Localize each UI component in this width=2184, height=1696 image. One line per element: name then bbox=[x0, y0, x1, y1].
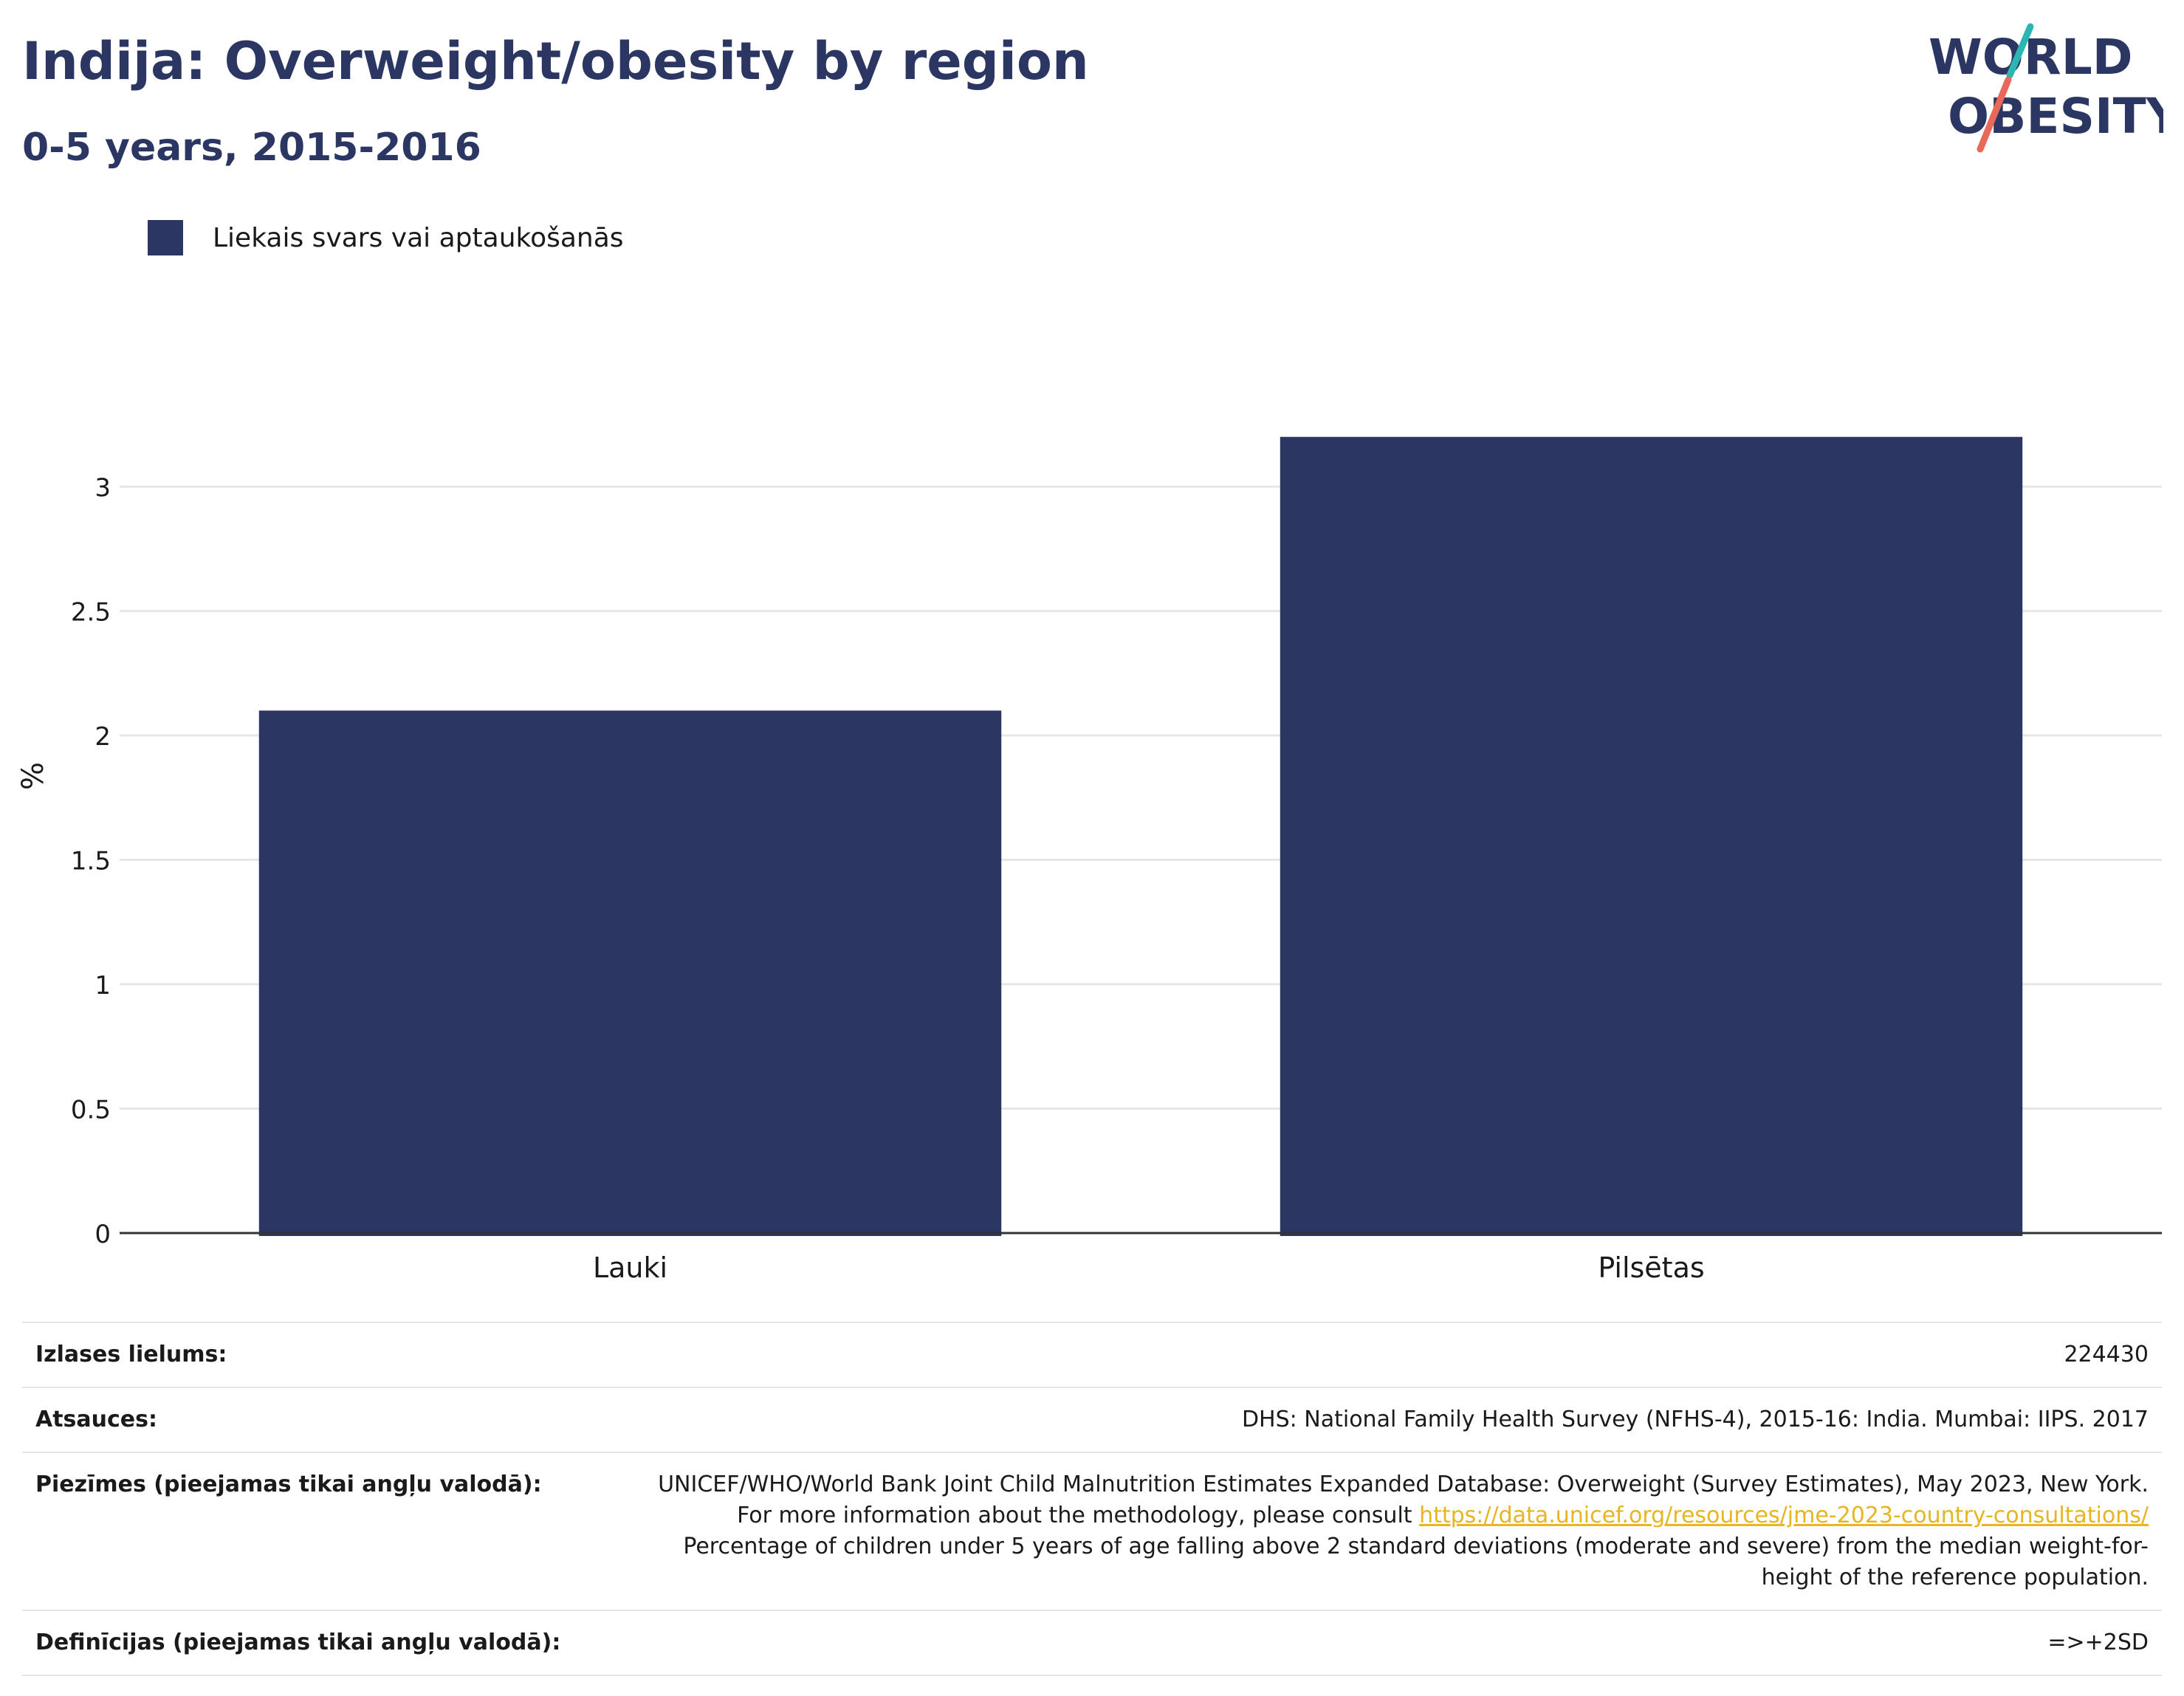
y-tick-labels: 0 0.5 1 1.5 2 2.5 3 bbox=[71, 473, 111, 1249]
bar-lauki bbox=[258, 710, 1002, 1236]
x-tick-label: Lauki bbox=[593, 1252, 667, 1284]
legend-swatch bbox=[148, 220, 183, 255]
chart-title: Indija: Overweight/obesity by region bbox=[22, 31, 1089, 92]
x-tick-label: Pilsētas bbox=[1598, 1252, 1704, 1284]
y-tick-label: 1.5 bbox=[71, 847, 111, 876]
sources-value: DHS: National Family Health Survey (NFHS… bbox=[1241, 1407, 2149, 1432]
info-row-definitions: Definīcijas (pieejamas tikai angļu valod… bbox=[22, 1610, 2162, 1675]
info-table: Izlases lielums: 224430 Atsauces: DHS: N… bbox=[22, 1322, 2162, 1676]
bar-pilsētas bbox=[1280, 436, 2023, 1236]
info-row-sample-size: Izlases lielums: 224430 bbox=[22, 1322, 2162, 1387]
notes-value: UNICEF/WHO/World Bank Joint Child Malnut… bbox=[610, 1452, 2162, 1610]
y-tick-label: 2 bbox=[95, 722, 111, 752]
definitions-label: Definīcijas (pieejamas tikai angļu valod… bbox=[35, 1630, 561, 1655]
logo-line1: WORLD bbox=[1929, 29, 2133, 86]
y-tick-label: 1 bbox=[95, 971, 111, 1000]
y-tick-label: 0 bbox=[95, 1220, 111, 1249]
bar-chart: 0 0.5 1 1.5 2 2.5 3 Lauki Pilsētas bbox=[71, 436, 2162, 1284]
notes-text-2: Percentage of children under 5 years of … bbox=[683, 1534, 2149, 1590]
logo-slash-teal bbox=[2006, 23, 2034, 79]
definitions-value: =>+2SD bbox=[2047, 1630, 2149, 1655]
legend: Liekais svars vai aptaukošanās bbox=[148, 220, 624, 255]
logo-line2: OBESITY bbox=[1948, 88, 2163, 145]
logo-slash-coral bbox=[1977, 76, 2012, 153]
sample-size-label: Izlases lielums: bbox=[35, 1342, 227, 1367]
y-tick-label: 2.5 bbox=[71, 598, 111, 628]
world-obesity-logo: WORLD OBESITY bbox=[1929, 23, 2163, 153]
bars bbox=[258, 436, 2023, 1236]
sources-label: Atsauces: bbox=[35, 1407, 157, 1432]
notes-link[interactable]: https://data.unicef.org/resources/jme-20… bbox=[1419, 1503, 2149, 1528]
sample-size-value: 224430 bbox=[2064, 1342, 2149, 1367]
legend-label: Liekais svars vai aptaukošanās bbox=[213, 222, 624, 253]
y-tick-label: 0.5 bbox=[71, 1096, 111, 1125]
notes-text-1: UNICEF/WHO/World Bank Joint Child Malnut… bbox=[658, 1472, 2149, 1528]
info-row-sources: Atsauces: DHS: National Family Health Su… bbox=[22, 1387, 2162, 1452]
x-tick-labels: Lauki Pilsētas bbox=[593, 1252, 1705, 1284]
y-tick-label: 3 bbox=[95, 473, 111, 503]
chart-subtitle: 0-5 years, 2015-2016 bbox=[22, 126, 481, 170]
notes-label: Piezīmes (pieejamas tikai angļu valodā): bbox=[35, 1472, 542, 1497]
info-row-notes: Piezīmes (pieejamas tikai angļu valodā):… bbox=[22, 1452, 2162, 1610]
